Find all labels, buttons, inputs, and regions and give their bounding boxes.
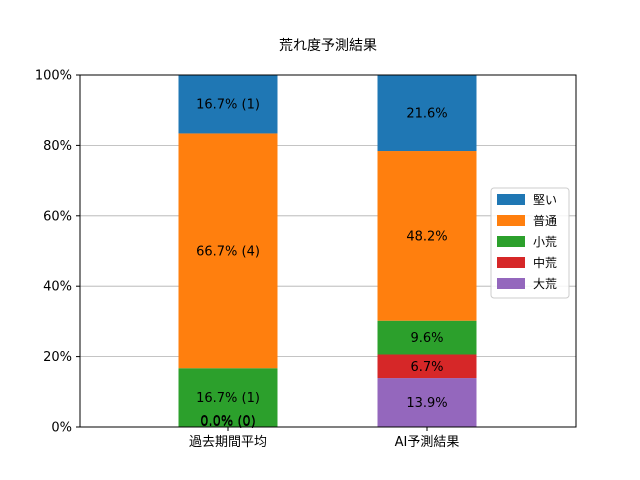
y-tick-label: 40% [43,280,72,295]
bar-value-label: 6.7% [410,360,443,375]
y-axis: 0% 20% 40% 60% 80% 100% [35,69,80,436]
data-labels-group: 16.7% (1) 66.7% (4) 16.7% (1) 13.9% 6.7% 9.6%… [196,98,448,430]
bar-value-label: 48.2% [406,229,447,244]
bar-value-label: 66.7% (4) [196,244,260,259]
bar-segment [178,74,278,134]
bar-value-label: 21.6% [406,107,447,122]
legend-swatch [497,278,525,289]
bar-value-label: 13.9% [406,396,447,411]
x-tick-label: 過去期間平均 [189,435,267,450]
legend-swatch [497,257,525,268]
bar-segment [377,75,477,152]
bar-segment [178,368,278,427]
legend-swatch [497,194,525,205]
y-tick-label: 20% [43,350,72,365]
x-axis: 過去期間平均 AI予測結果 [189,427,459,450]
legend-swatch [497,236,525,247]
y-tick-label: 60% [43,209,72,224]
legend-label: 堅い [533,193,557,207]
bar-segment [377,354,477,379]
legend-swatch [497,215,525,226]
zero-value-label: 0.0% (0) [200,414,256,429]
y-tick-label: 100% [35,69,72,84]
y-tick-label: 0% [51,421,72,436]
legend-label: 小荒 [533,235,557,249]
bar-segment [377,378,477,427]
x-tick-label: AI予測結果 [395,435,460,450]
bar-segment [377,320,477,355]
bar-segment [377,151,477,321]
bar-segment [178,133,278,369]
bar-value-label: 9.6% [410,331,443,346]
bars-group [178,74,477,427]
legend-label: 普通 [533,214,557,228]
legend-label: 中荒 [533,255,557,270]
bar-value-label: 16.7% (1) [196,98,260,113]
y-tick-label: 80% [43,139,72,154]
bar-value-label: 16.7% (1) [196,391,260,406]
chart-title: 荒れ度予測結果 [279,38,377,54]
legend-label: 大荒 [533,277,557,291]
zero-value-label: 0.0% (0) [200,415,256,430]
plot-frame [79,74,577,428]
